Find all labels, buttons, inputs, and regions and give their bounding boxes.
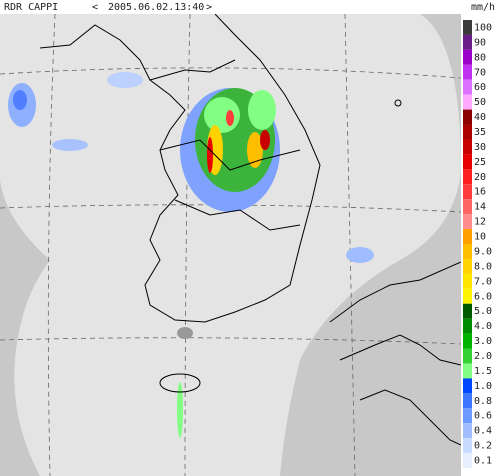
legend-swatch xyxy=(463,79,472,95)
legend-swatch xyxy=(463,214,472,230)
legend-swatch xyxy=(463,378,472,394)
legend-swatch xyxy=(463,363,472,379)
legend-label: 35 xyxy=(474,127,486,138)
prev-button[interactable]: < xyxy=(92,2,98,13)
grid-lines xyxy=(0,14,461,476)
legend-label: 14 xyxy=(474,202,486,213)
timestamp: 2005.06.02.13:40 xyxy=(108,2,204,13)
legend-swatch xyxy=(463,348,472,364)
legend-swatch xyxy=(463,288,472,304)
legend-label: 20 xyxy=(474,172,486,183)
legend-label: 3.0 xyxy=(474,336,492,347)
legend-label: 4.0 xyxy=(474,321,492,332)
map-area xyxy=(0,14,461,476)
legend-swatch xyxy=(463,453,472,468)
radar-coverage xyxy=(0,14,461,476)
legend-swatch xyxy=(463,393,472,409)
legend-label: 30 xyxy=(474,142,486,153)
legend: 100 90 80 70 60 50 40 35 30 25 20 16 14 12 10 9.0 8.0 7.0… xyxy=(461,14,498,476)
legend-swatch xyxy=(463,273,472,289)
legend-label: 40 xyxy=(474,112,486,123)
legend-label: 9.0 xyxy=(474,246,492,257)
legend-label: 2.0 xyxy=(474,351,492,362)
legend-swatch xyxy=(463,244,472,259)
legend-label: 0.2 xyxy=(474,441,492,452)
legend-swatch xyxy=(463,333,472,349)
unit-label: mm/h xyxy=(471,2,495,13)
product-name: RDR CAPPI xyxy=(4,2,58,13)
legend-swatch xyxy=(463,229,472,244)
legend-label: 16 xyxy=(474,187,486,198)
legend-swatch xyxy=(463,20,472,35)
legend-label: 0.8 xyxy=(474,396,492,407)
coastlines xyxy=(39,14,461,446)
legend-swatch xyxy=(463,49,472,65)
legend-label: 7.0 xyxy=(474,276,492,287)
legend-swatch xyxy=(463,124,472,140)
legend-swatch xyxy=(463,423,472,439)
legend-swatch xyxy=(463,438,472,454)
legend-label: 60 xyxy=(474,82,486,93)
echoes xyxy=(8,72,374,438)
legend-label: 25 xyxy=(474,157,486,168)
legend-swatch xyxy=(463,408,472,424)
legend-label: 6.0 xyxy=(474,291,492,302)
header: RDR CAPPI < 2005.06.02.13:40 > mm/h xyxy=(4,2,495,13)
next-button[interactable]: > xyxy=(206,2,212,13)
legend-label: 70 xyxy=(474,67,486,78)
legend-label: 10 xyxy=(474,232,486,243)
legend-label: 12 xyxy=(474,217,486,228)
legend-label: 100 xyxy=(474,22,492,33)
legend-label: 90 xyxy=(474,37,486,48)
legend-swatch xyxy=(463,139,472,155)
legend-swatch xyxy=(463,94,472,110)
legend-label: 50 xyxy=(474,97,486,108)
legend-label: 80 xyxy=(474,52,486,63)
legend-label: 8.0 xyxy=(474,261,492,272)
legend-label: 0.6 xyxy=(474,411,492,422)
legend-label: 1.5 xyxy=(474,366,492,377)
legend-swatch xyxy=(463,184,472,200)
legend-swatch xyxy=(463,109,472,125)
legend-label: 0.1 xyxy=(474,456,492,467)
legend-swatch xyxy=(463,303,472,319)
legend-label: 1.0 xyxy=(474,381,492,392)
legend-swatch xyxy=(463,169,472,185)
legend-swatch xyxy=(463,154,472,170)
legend-label: 0.4 xyxy=(474,426,492,437)
legend-swatch xyxy=(463,64,472,80)
legend-label: 5.0 xyxy=(474,306,492,317)
legend-swatch xyxy=(463,199,472,215)
legend-swatch xyxy=(463,34,472,50)
legend-swatch xyxy=(463,318,472,334)
legend-swatch xyxy=(463,258,472,274)
